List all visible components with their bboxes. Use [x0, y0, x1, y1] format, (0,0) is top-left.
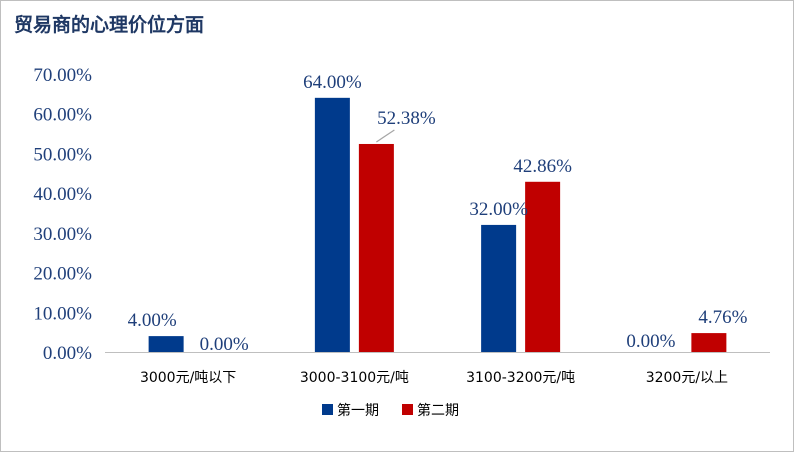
y-tick-label: 30.00%: [33, 224, 92, 245]
bar-period2: [358, 143, 394, 352]
plot-area: 4.00% 0.00% 64.00% 52.38% 32.00% 42.86% 0.00% 4…: [128, 72, 748, 355]
data-label: 52.38%: [377, 108, 436, 129]
legend-swatch: [322, 404, 333, 415]
data-label: 0.00%: [200, 334, 249, 355]
y-tick-label: 10.00%: [33, 303, 92, 324]
y-tick-label: 40.00%: [33, 184, 92, 205]
data-label: 0.00%: [626, 331, 675, 352]
data-label: 64.00%: [303, 72, 362, 93]
bar-period2: [525, 181, 561, 352]
label-leader-line: [376, 129, 395, 143]
y-tick-label: 70.00%: [33, 65, 92, 86]
legend-swatch: [402, 404, 413, 415]
y-tick-label: 60.00%: [33, 105, 92, 126]
x-tick-label: 3000元/吨以下: [140, 370, 236, 386]
y-tick-label: 0.00%: [43, 343, 92, 364]
x-axis: 3000元/吨以下 3000-3100元/吨 3100-3200元/吨 3200元/以…: [105, 352, 770, 386]
data-label: 42.86%: [513, 156, 572, 177]
y-axis: 0.00% 10.00% 20.00% 30.00% 40.00% 50.00% 60.00…: [33, 65, 92, 364]
bar-period1: [314, 97, 350, 352]
data-label: 4.00%: [128, 310, 177, 331]
y-tick-label: 20.00%: [33, 264, 92, 285]
x-tick-label: 3000-3100元/吨: [300, 370, 409, 386]
y-tick-label: 50.00%: [33, 144, 92, 165]
data-label: 32.00%: [469, 199, 528, 220]
bar-period1: [481, 224, 517, 352]
legend-label: 第二期: [417, 402, 459, 419]
x-tick-label: 3100-3200元/吨: [466, 370, 575, 386]
chart-title: 贸易商的心理价位方面: [14, 14, 205, 36]
data-label: 4.76%: [698, 307, 747, 328]
legend-label: 第一期: [337, 402, 379, 419]
bar-period2: [691, 333, 727, 352]
bar-period1: [148, 336, 184, 352]
x-tick-label: 3200元/以上: [646, 370, 728, 386]
legend: 第一期 第二期: [322, 402, 459, 419]
